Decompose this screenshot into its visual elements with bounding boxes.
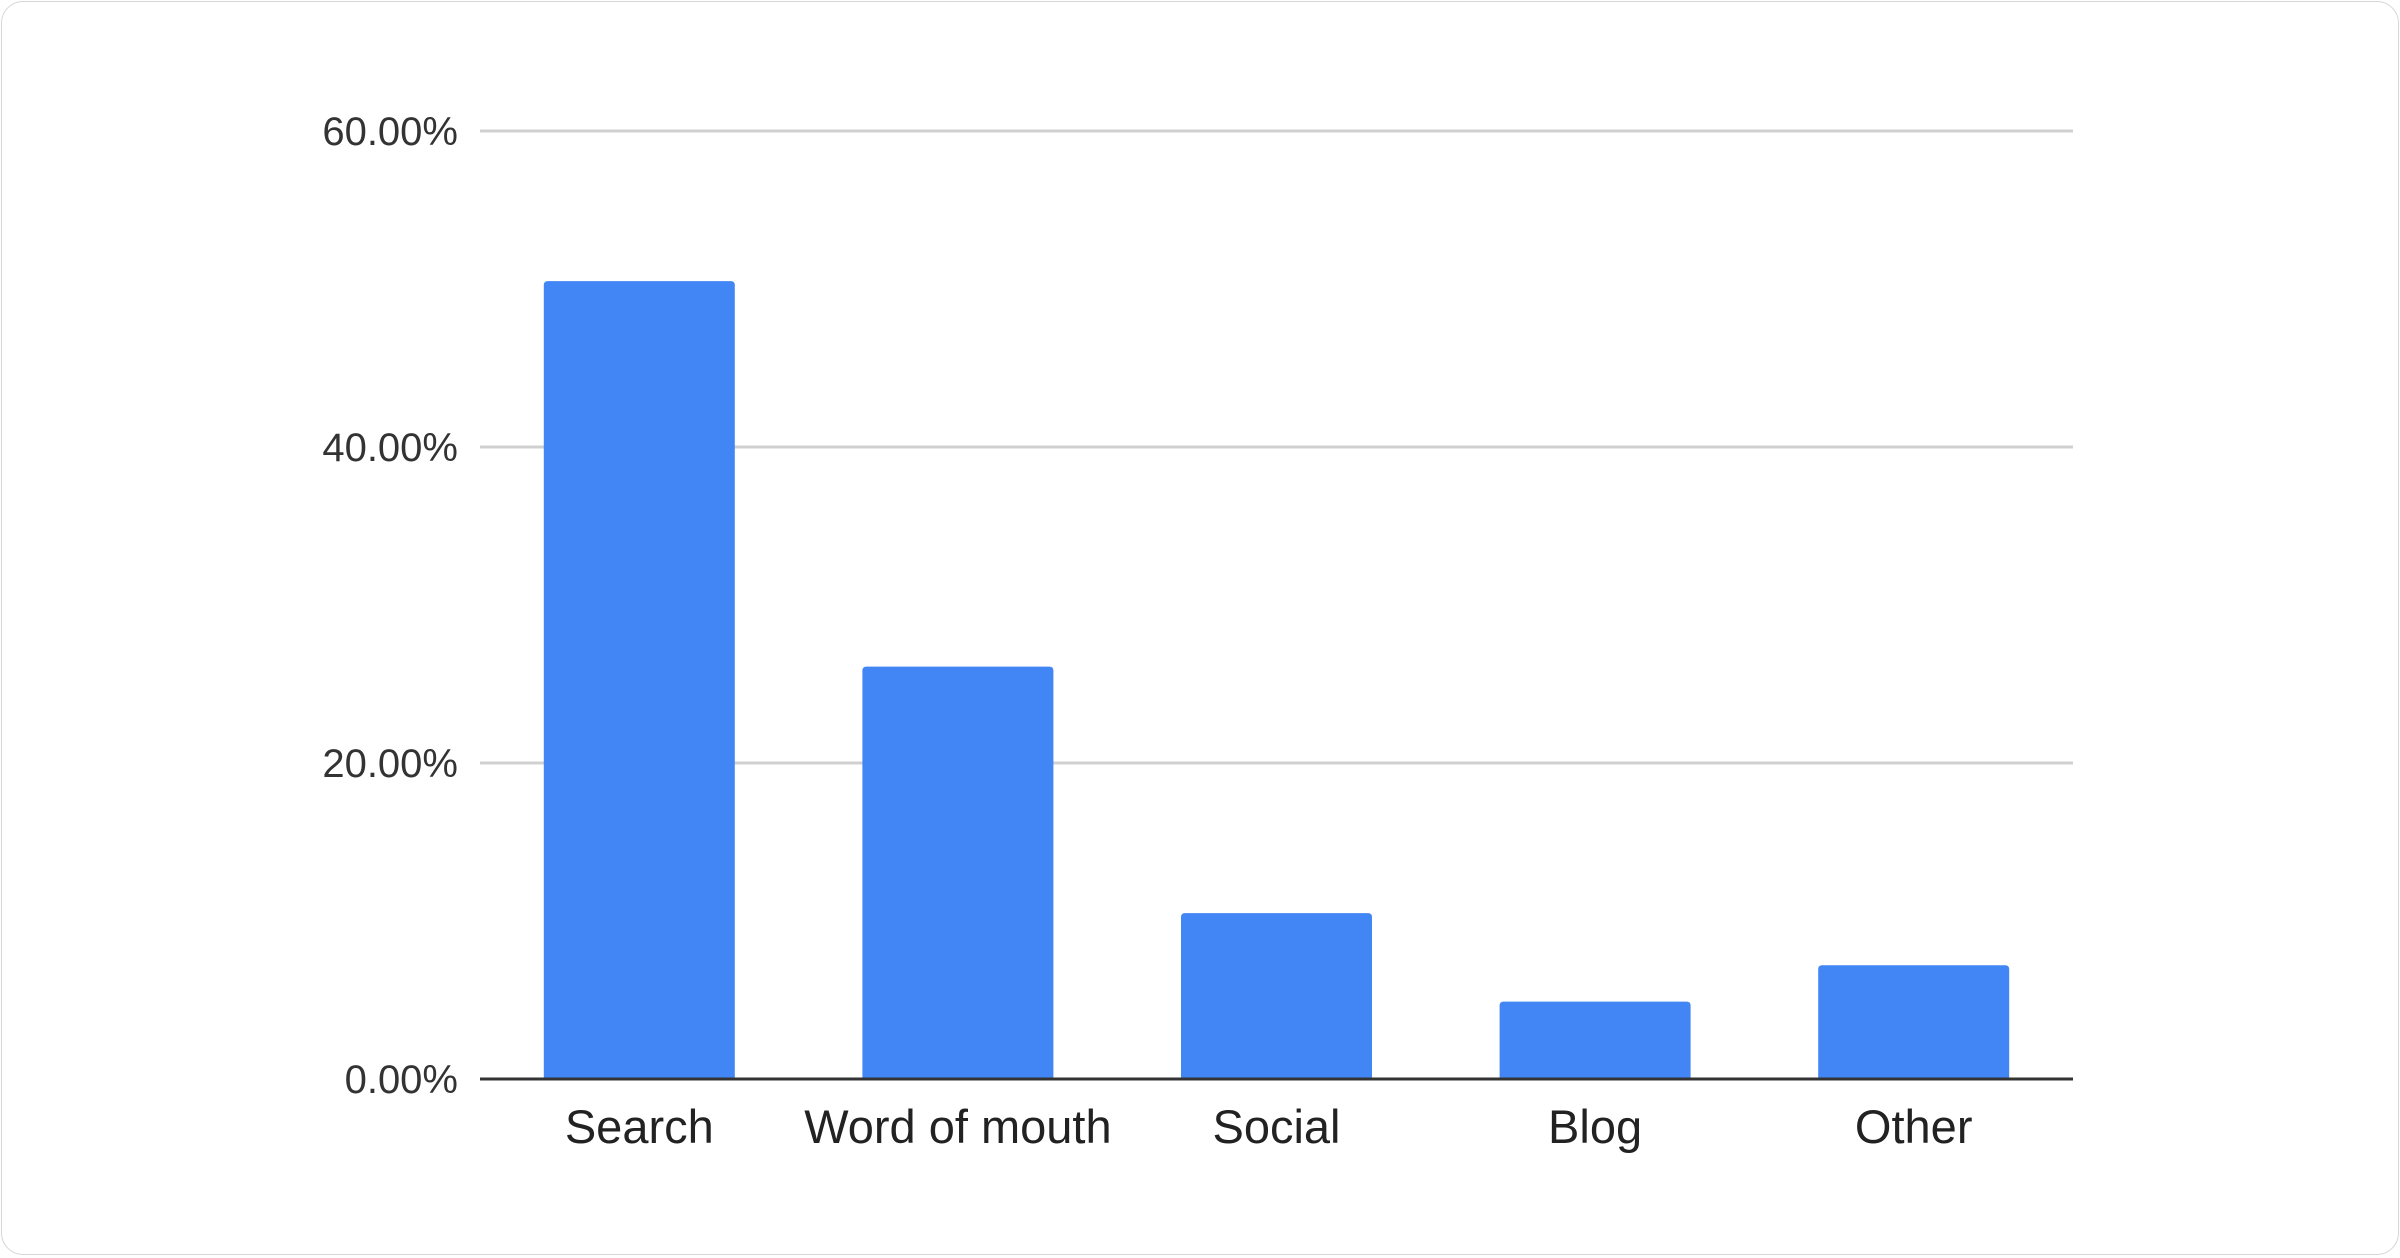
y-tick-label: 60.00%	[322, 110, 458, 154]
bar-word-of-mouth	[862, 666, 1054, 1079]
bar-search	[543, 281, 735, 1080]
bar-other	[1818, 965, 2010, 1079]
y-tick-label: 0.00%	[345, 1058, 458, 1102]
y-tick-label: 20.00%	[322, 742, 458, 786]
bar-blog	[1499, 1001, 1691, 1079]
x-tick-label: Other	[1855, 1100, 1973, 1153]
x-tick-label: Social	[1212, 1100, 1340, 1153]
x-tick-label: Search	[565, 1100, 714, 1153]
y-tick-label: 40.00%	[322, 426, 458, 470]
x-tick-label: Word of mouth	[804, 1100, 1111, 1153]
bar-social	[1181, 913, 1372, 1079]
x-tick-label: Blog	[1548, 1100, 1642, 1153]
